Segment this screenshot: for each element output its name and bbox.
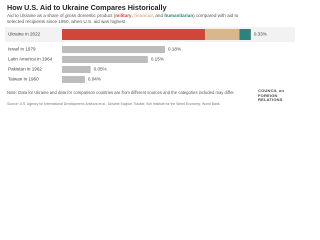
note: Note: Data for Ukraine and data for comp…: [7, 90, 235, 95]
y-tick-label: Pakistan in 1962: [8, 67, 42, 72]
chart-subtitle: Aid to Ukraine as a share of gross domes…: [7, 13, 247, 25]
bar: [62, 56, 148, 63]
legend-entry: financial: [134, 13, 153, 18]
value-label: 0.05%: [94, 67, 107, 72]
bar-segment: [239, 29, 251, 40]
legend-entry: military: [115, 13, 132, 18]
subtitle-part: Aid to Ukraine as a share of gross domes…: [7, 13, 116, 18]
logo: COUNCIL on FOREIGN RELATIONS: [258, 88, 285, 103]
bar: [62, 76, 85, 83]
chart: Ukraine in 2022 0.33% Israel in 1979 0.18% L…: [5, 27, 295, 83]
y-tick-label: Israel in 1979: [8, 47, 36, 52]
subtitle-part: ,: [131, 13, 135, 18]
value-label: 0.15%: [151, 57, 164, 62]
bar-segment: [62, 29, 206, 40]
y-tick-label: Taiwan in 1960: [8, 77, 39, 82]
bar-segment: [205, 29, 240, 40]
subtitle-part: , and: [152, 13, 165, 18]
source: Source: U.S. Agency for International De…: [7, 102, 221, 106]
y-tick-label: Latin America in 1964: [8, 57, 53, 62]
bar: [62, 46, 165, 53]
legend-entry: humanitarian: [164, 13, 194, 18]
chart-title: How U.S. Aid to Ukraine Compares Histori…: [7, 3, 167, 12]
y-tick-label: Ukraine in 2022: [8, 32, 41, 37]
bar: [62, 66, 91, 73]
value-label: 0.33%: [254, 32, 267, 37]
page: How U.S. Aid to Ukraine Compares Histori…: [0, 0, 300, 121]
value-label: 0.04%: [88, 77, 101, 82]
value-label: 0.18%: [168, 47, 181, 52]
subtitle-part: ) compared with aid to selected recipien…: [7, 13, 239, 24]
